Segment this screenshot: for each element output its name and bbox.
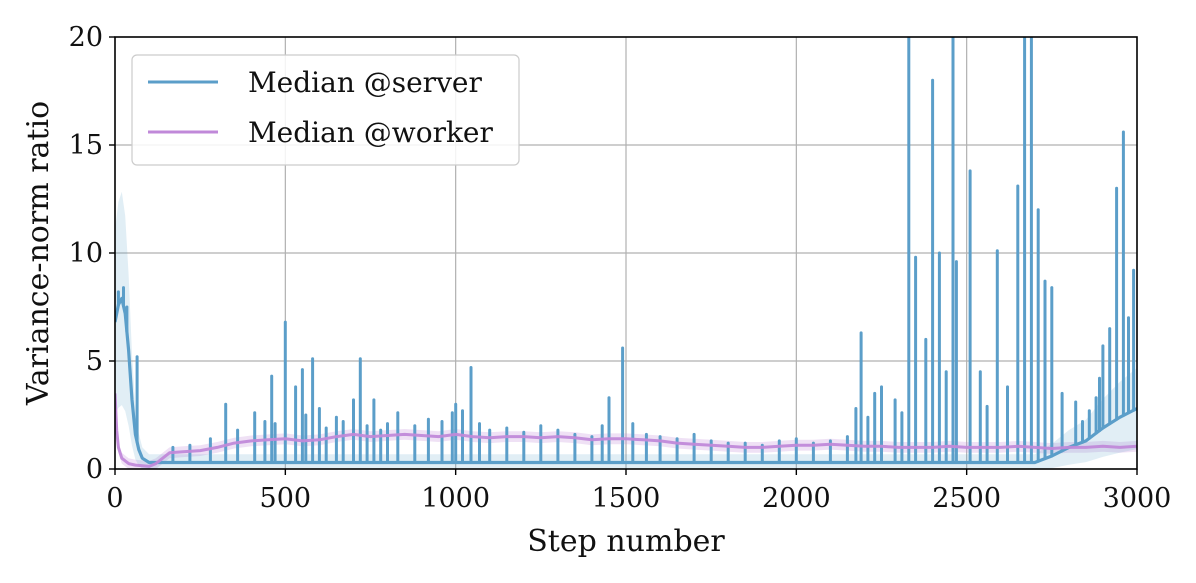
legend-label-worker: Median @worker xyxy=(248,116,493,149)
y-tick-label: 15 xyxy=(69,130,103,161)
y-ticks: 0 5 10 15 20 xyxy=(69,22,115,485)
legend-label-server: Median @server xyxy=(248,66,482,99)
x-tick-label: 2000 xyxy=(762,483,831,514)
x-tick-label: 0 xyxy=(106,483,123,514)
server-line xyxy=(115,296,1137,465)
x-tick-label: 1500 xyxy=(592,483,661,514)
y-tick-label: 20 xyxy=(69,22,103,53)
y-tick-label: 10 xyxy=(69,238,103,269)
series-worker xyxy=(115,393,1137,468)
worker-line xyxy=(115,393,1137,468)
y-tick-label: 5 xyxy=(86,346,103,377)
x-tick-label: 2500 xyxy=(932,483,1001,514)
x-tick-label: 1000 xyxy=(421,483,490,514)
x-axis-label: Step number xyxy=(527,524,725,559)
legend: Median @server Median @worker xyxy=(131,54,520,166)
x-tick-label: 500 xyxy=(260,483,312,514)
y-tick-label: 0 xyxy=(86,454,103,485)
y-axis-label: Variance-norm ratio xyxy=(21,101,56,406)
x-ticks: 0 500 1000 1500 2000 2500 3000 xyxy=(106,469,1171,514)
legend-box xyxy=(131,54,520,166)
x-tick-label: 3000 xyxy=(1103,483,1172,514)
